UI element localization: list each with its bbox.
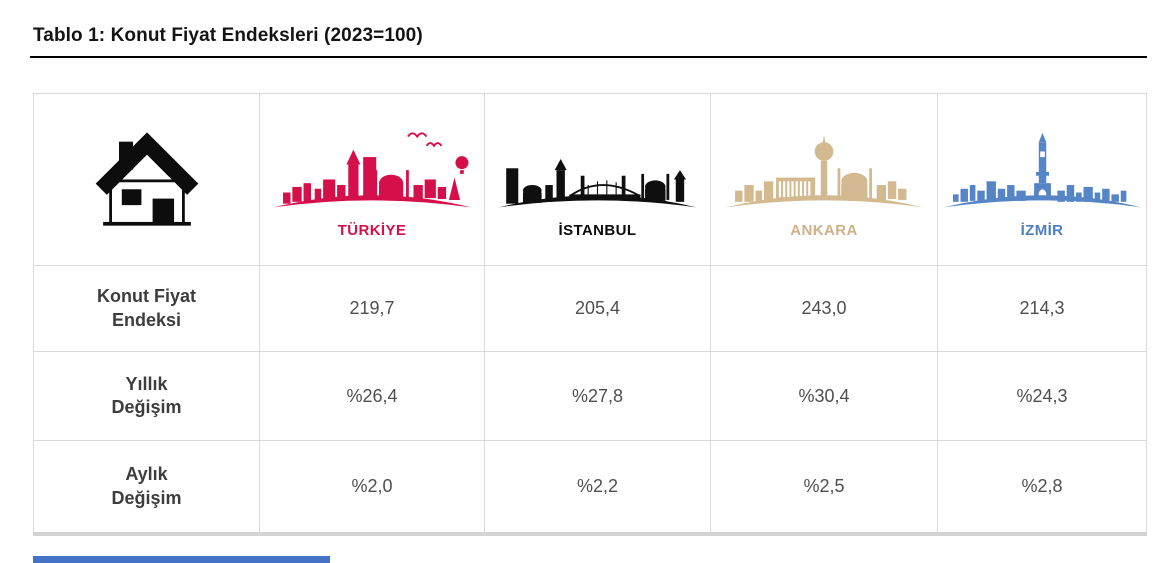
row-label-cell: Konut Fiyat Endeksi: [33, 265, 260, 352]
city-label-ankara: ANKARA: [790, 222, 858, 239]
page-title: Tablo 1: Konut Fiyat Endeksleri (2023=10…: [33, 25, 423, 46]
row-label: Aylık Değişim: [111, 464, 182, 508]
value-cell-turkiye: %2,0: [259, 440, 485, 535]
value-cell-ankara: 243,0: [710, 265, 938, 352]
city-label-turkiye: TÜRKİYE: [337, 222, 407, 239]
value: %2,8: [1021, 476, 1063, 496]
row-label: Yıllık Değişim: [111, 373, 182, 417]
ankara-skyline-icon: [722, 124, 927, 220]
header-cell-house: [33, 93, 260, 266]
konut-fiyat-endeksi-table: TÜRKİYE: [33, 93, 1147, 536]
title-underline: [30, 56, 1147, 58]
header-cell-turkiye: TÜRKİYE: [259, 93, 485, 266]
report-page: Tablo 1: Konut Fiyat Endeksleri (2023=10…: [30, 0, 1147, 536]
header-cell-istanbul: İSTANBUL: [484, 93, 711, 266]
value: 219,7: [349, 298, 395, 318]
row-label-cell: Aylık Değişim: [33, 440, 260, 535]
table-row-yillik-degisim: Yıllık Değişim %26,4 %27,8 %30,4 %24,3: [33, 351, 1147, 441]
city-label-izmir: İZMİR: [1020, 222, 1064, 239]
row-label-cell: Yıllık Değişim: [33, 351, 260, 441]
value-cell-turkiye: 219,7: [259, 265, 485, 352]
value-cell-istanbul: %2,2: [484, 440, 711, 535]
table-row-konut-fiyat-endeksi: Konut Fiyat Endeksi 219,7 205,4 243,0 21…: [33, 265, 1147, 352]
table-row-aylik-degisim: Aylık Değişim %2,0 %2,2 %2,5 %2,8: [33, 440, 1147, 535]
value: %27,8: [571, 385, 624, 406]
value-cell-turkiye: %26,4: [259, 351, 485, 441]
value-cell-izmir: %24,3: [937, 351, 1147, 441]
city-label-istanbul: İSTANBUL: [558, 222, 637, 239]
row-label: Konut Fiyat Endeksi: [97, 286, 196, 330]
house-icon: [91, 125, 203, 238]
value: %26,4: [346, 385, 398, 406]
table-header-row: TÜRKİYE: [33, 93, 1147, 266]
value: %2,0: [351, 476, 393, 496]
value: 214,3: [1019, 298, 1065, 318]
value: 243,0: [801, 298, 847, 318]
value-cell-ankara: %30,4: [710, 351, 938, 441]
header-cell-ankara: ANKARA: [710, 93, 938, 266]
value: 205,4: [574, 298, 621, 318]
value-cell-izmir: %2,8: [937, 440, 1147, 535]
istanbul-skyline-icon: [495, 124, 700, 220]
value-cell-izmir: 214,3: [937, 265, 1147, 352]
header-cell-izmir: İZMİR: [937, 93, 1147, 266]
turkiye-skyline-icon: [270, 124, 475, 220]
izmir-skyline-icon: [940, 124, 1145, 220]
value: %30,4: [798, 385, 850, 406]
value: %2,5: [803, 476, 845, 496]
partial-next-element-bar: [33, 556, 330, 563]
value: %24,3: [1016, 385, 1068, 406]
value: %2,2: [576, 476, 619, 496]
value-cell-istanbul: 205,4: [484, 265, 711, 352]
value-cell-istanbul: %27,8: [484, 351, 711, 441]
value-cell-ankara: %2,5: [710, 440, 938, 535]
